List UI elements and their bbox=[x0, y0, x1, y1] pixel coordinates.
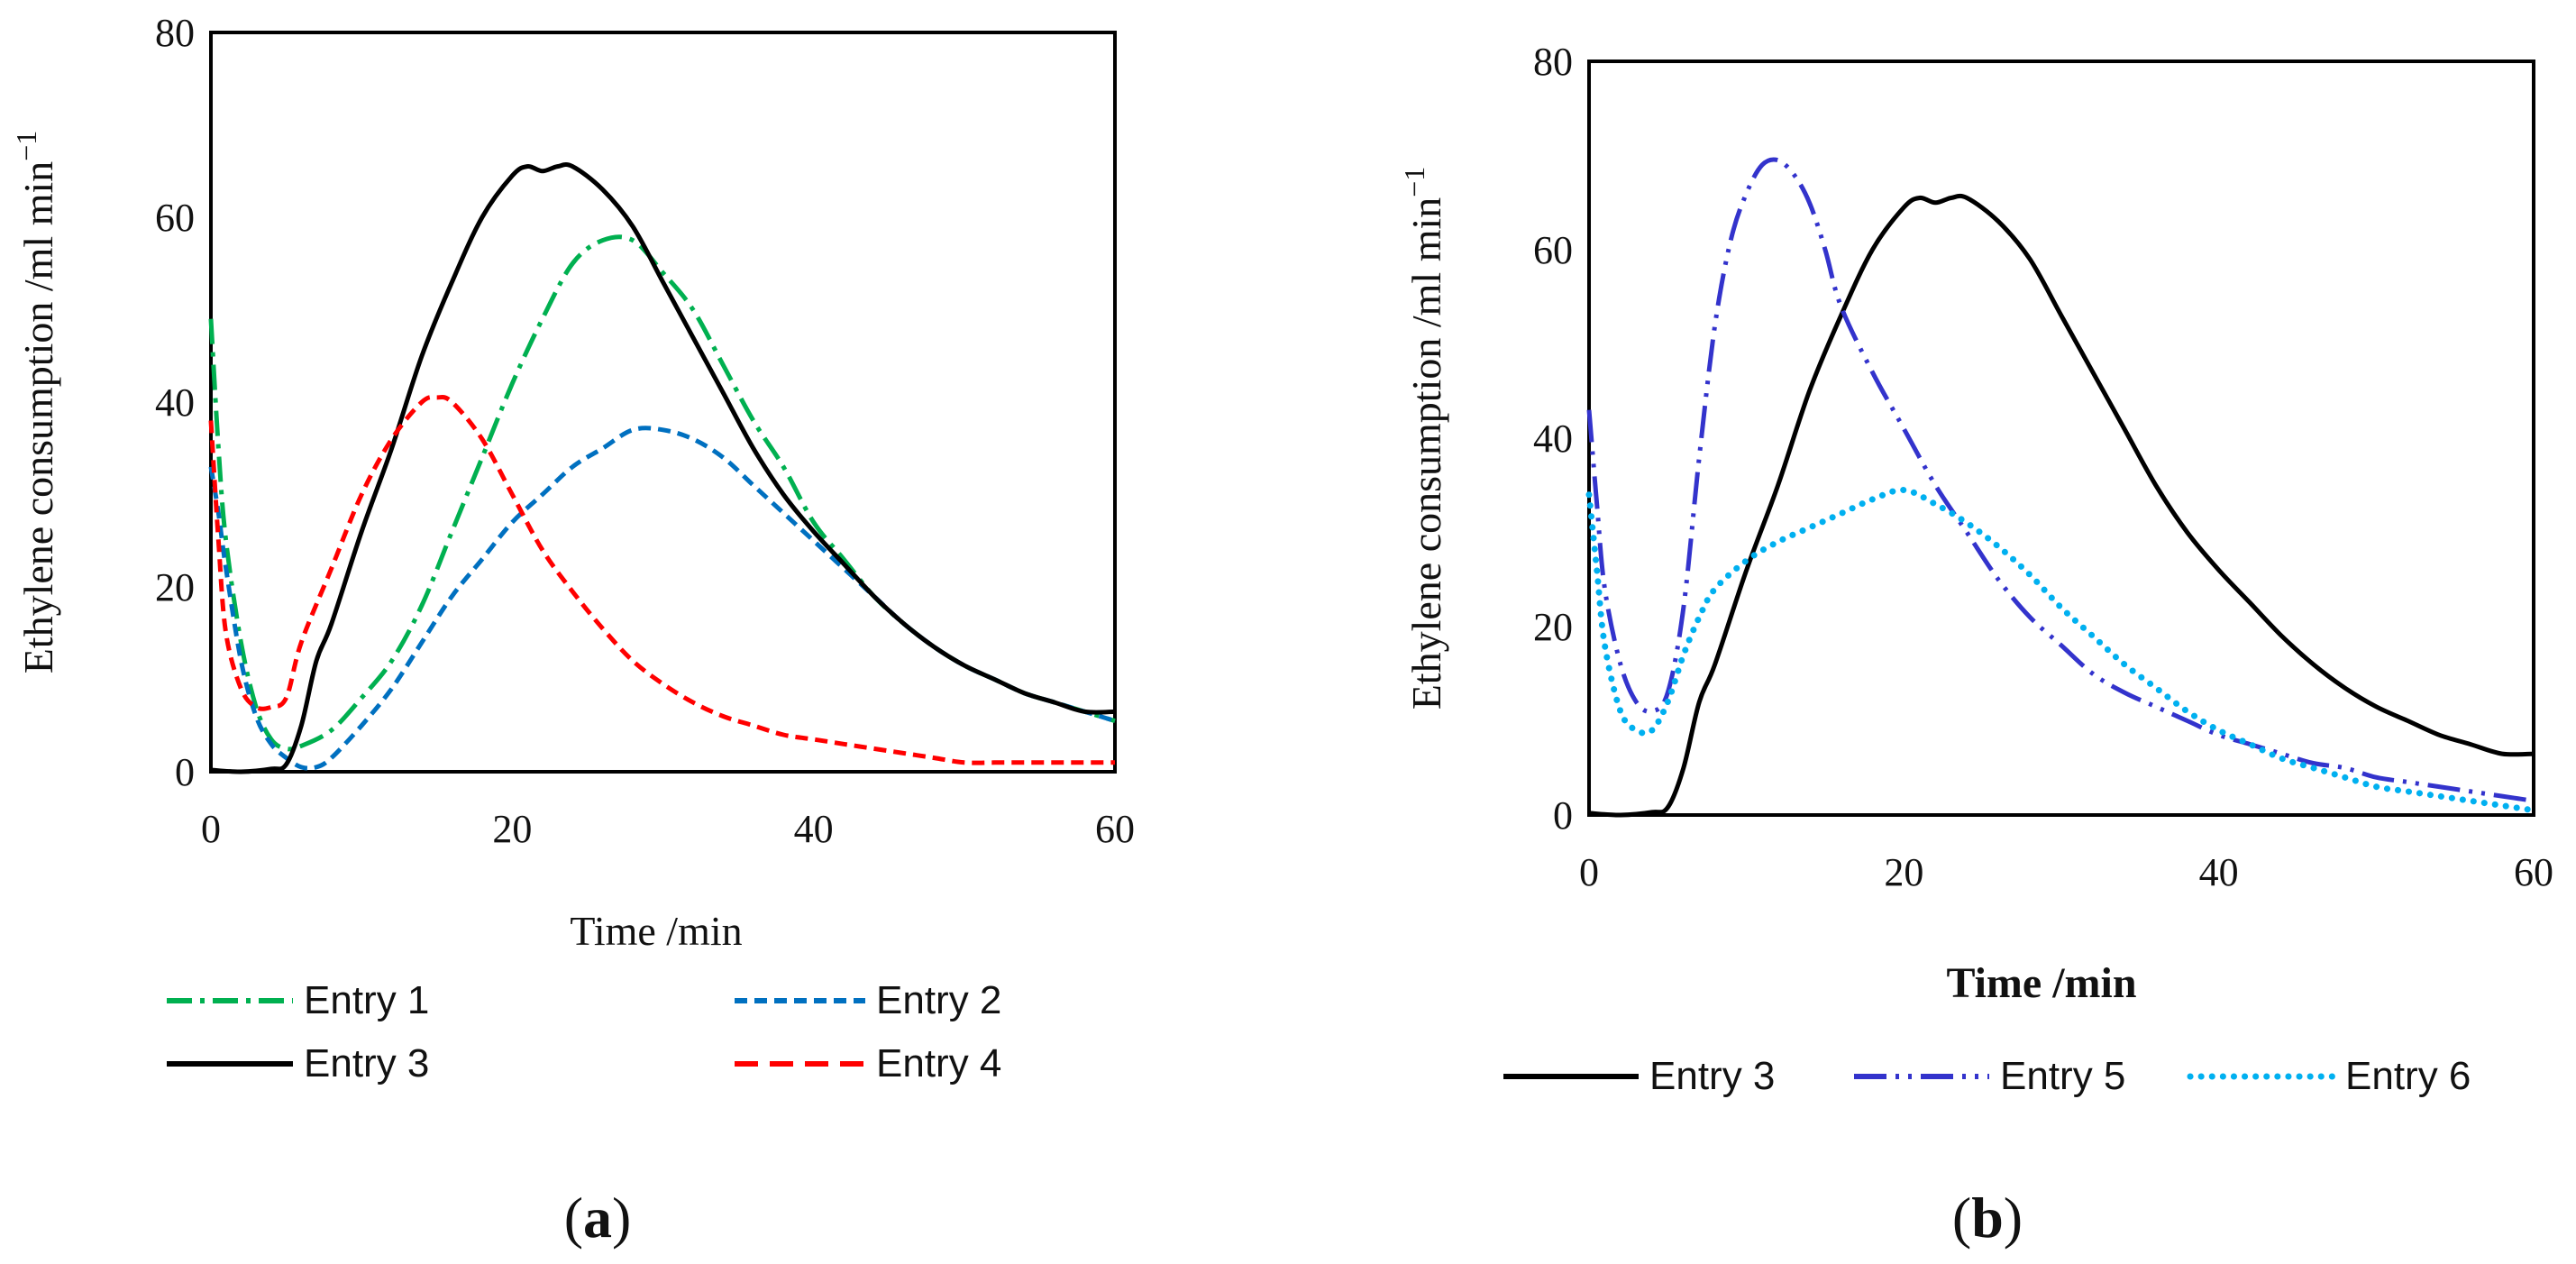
x-tick-labels-a: 0 20 40 60 bbox=[201, 807, 1135, 851]
y-tick-label-b: 0 bbox=[1553, 793, 1573, 838]
legend-label-entry-1: Entry 1 bbox=[304, 978, 429, 1022]
y-tick-label-a: 40 bbox=[155, 380, 195, 425]
panel-label-b: (b) bbox=[1952, 1186, 2023, 1250]
x-tick-label-b: 0 bbox=[1579, 850, 1599, 894]
legend-item-entry-2: Entry 2 bbox=[735, 978, 1001, 1022]
legend-a: Entry 1 Entry 2 Entry 3 Entry 4 bbox=[167, 978, 1001, 1085]
chart-panel-b: 0 20 40 60 80 0 20 40 60 Time /min Ethylene con… bbox=[1398, 40, 2553, 1250]
x-axis-label-b: Time /min bbox=[1946, 959, 2136, 1007]
legend-label-entry-3-b: Entry 3 bbox=[1649, 1054, 1775, 1098]
y-tick-label-b: 60 bbox=[1533, 228, 1573, 272]
panel-label-a: (a) bbox=[564, 1186, 632, 1250]
x-tick-label-a: 40 bbox=[794, 807, 834, 851]
x-tick-label-a: 60 bbox=[1095, 807, 1135, 851]
legend-label-entry-2: Entry 2 bbox=[876, 978, 1001, 1022]
legend-label-entry-6: Entry 6 bbox=[2345, 1054, 2471, 1098]
legend-item-entry-1: Entry 1 bbox=[167, 978, 429, 1022]
series-line-entry-4-a bbox=[208, 394, 1116, 765]
x-tick-label-a: 0 bbox=[201, 807, 221, 851]
series-line-entry-5-b bbox=[1586, 157, 2535, 803]
x-tick-label-a: 20 bbox=[492, 807, 532, 851]
legend-label-entry-4: Entry 4 bbox=[876, 1041, 1001, 1085]
x-tick-labels-b: 0 20 40 60 bbox=[1579, 850, 2553, 894]
series-line-entry-3-a bbox=[210, 162, 1116, 774]
series-line-entry-3-b bbox=[1588, 193, 2535, 818]
legend-label-entry-5: Entry 5 bbox=[2000, 1054, 2125, 1098]
x-axis-label-a: Time /min bbox=[570, 908, 742, 954]
x-tick-label-b: 60 bbox=[2514, 850, 2553, 894]
legend-item-entry-4: Entry 4 bbox=[735, 1041, 1001, 1085]
legend-label-entry-3: Entry 3 bbox=[304, 1041, 429, 1085]
series-line-entry-2-a bbox=[208, 426, 1116, 771]
series-group-b bbox=[1585, 157, 2537, 818]
legend-item-entry-6: Entry 6 bbox=[2187, 1054, 2471, 1098]
legend-item-entry-3: Entry 3 bbox=[167, 1041, 429, 1085]
y-axis-label-a: Ethylene consumption /ml min−1 bbox=[10, 131, 61, 674]
y-tick-label-b: 40 bbox=[1533, 417, 1573, 461]
plot-frame-b bbox=[1587, 60, 2535, 817]
y-tick-label-a: 80 bbox=[155, 11, 195, 55]
legend-b: Entry 3 Entry 5 Entry 6 bbox=[1503, 1054, 2471, 1098]
x-tick-label-b: 20 bbox=[1884, 850, 1923, 894]
y-tick-labels-b: 0 20 40 60 80 bbox=[1533, 40, 1573, 838]
series-group-a bbox=[208, 162, 1116, 774]
y-tick-labels-a: 0 20 40 60 80 bbox=[155, 11, 195, 794]
series-line-entry-1-a bbox=[208, 234, 1116, 752]
y-axis-label-b: Ethylene consumption /ml min−1 bbox=[1398, 167, 1449, 710]
x-tick-label-b: 40 bbox=[2199, 850, 2239, 894]
legend-item-entry-5: Entry 5 bbox=[1854, 1054, 2125, 1098]
y-tick-label-a: 0 bbox=[175, 750, 195, 794]
plot-frame-a bbox=[209, 31, 1117, 774]
legend-item-entry-3-b: Entry 3 bbox=[1503, 1054, 1775, 1098]
chart-panel-a: 0 20 40 60 80 0 20 40 60 Time /min Ethylene con… bbox=[10, 11, 1135, 1250]
y-tick-label-a: 20 bbox=[155, 565, 195, 609]
series-line-entry-6-b bbox=[1585, 486, 2537, 814]
y-tick-label-b: 80 bbox=[1533, 40, 1573, 84]
y-tick-label-a: 60 bbox=[155, 196, 195, 240]
y-tick-label-b: 20 bbox=[1533, 605, 1573, 649]
